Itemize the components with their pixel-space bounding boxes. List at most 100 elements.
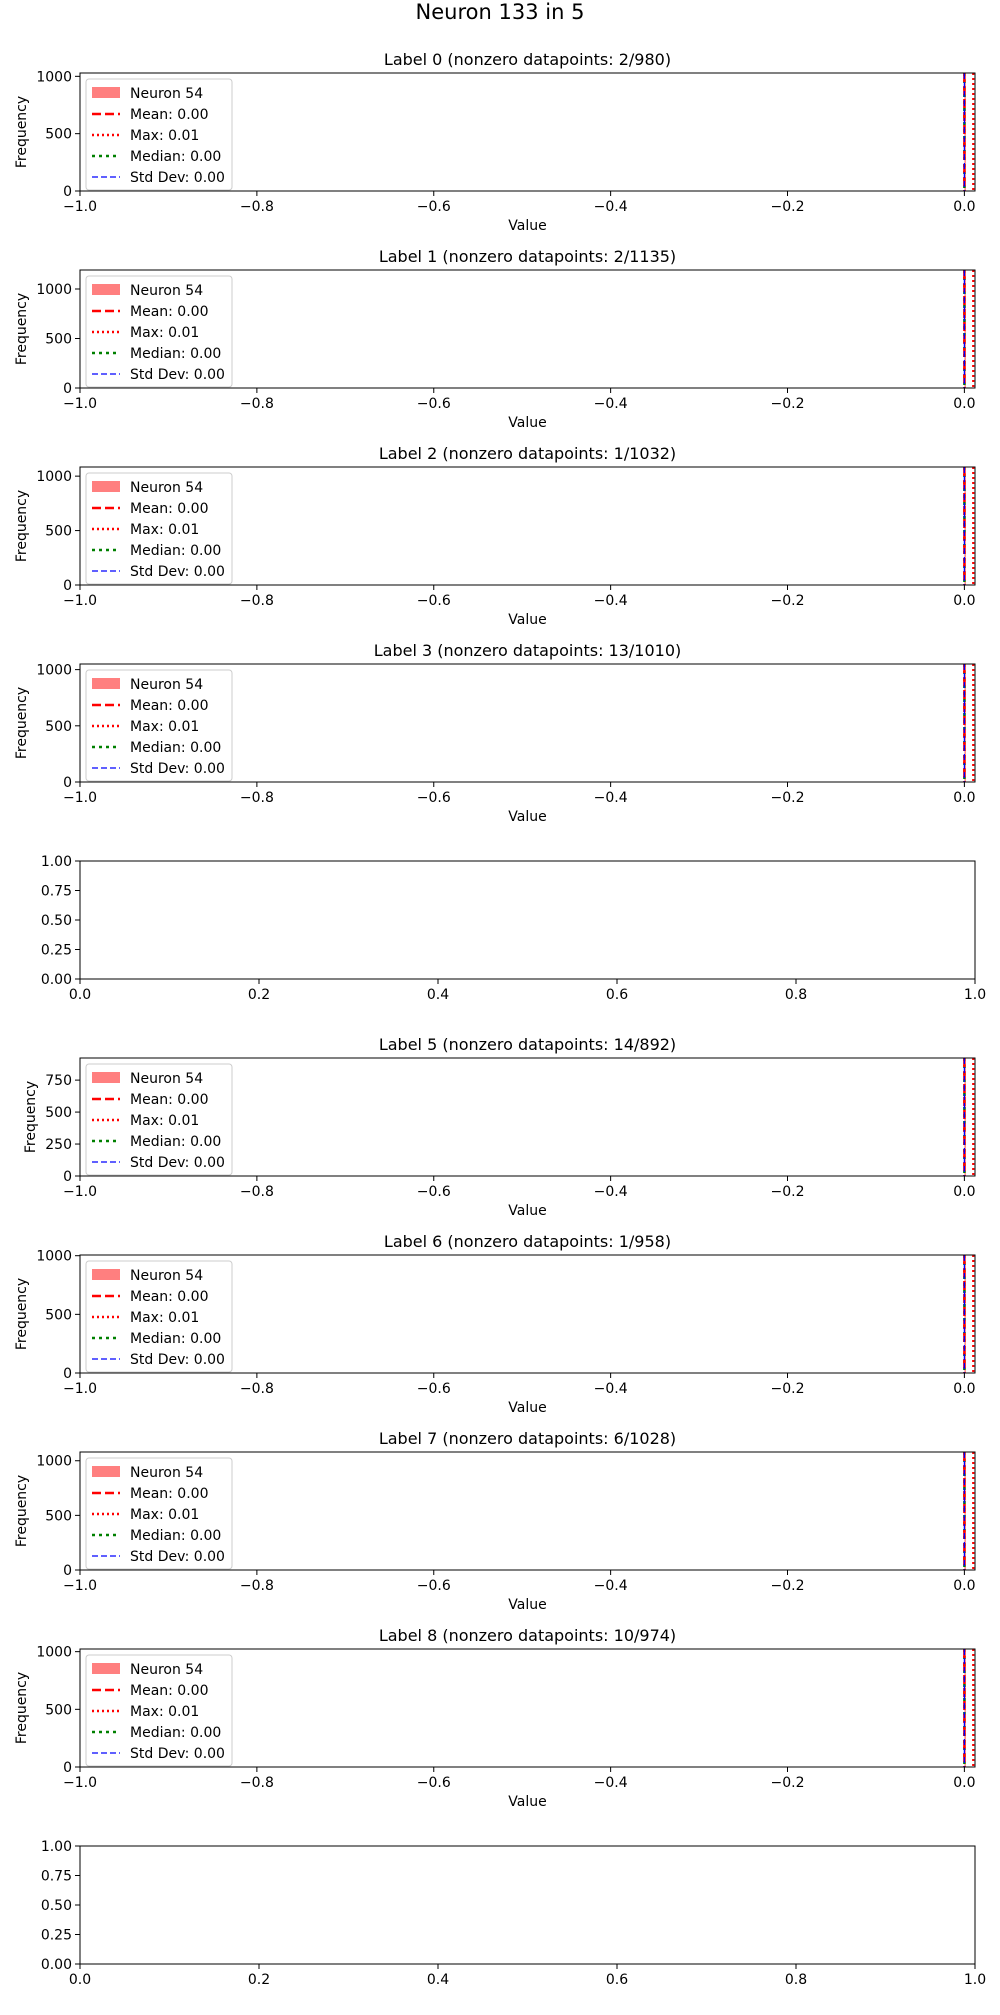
x-axis-label: Value <box>508 1203 546 1219</box>
x-tick-label: −0.2 <box>771 1381 805 1397</box>
x-tick-label: 0.2 <box>248 1972 270 1988</box>
y-tick-label: 0 <box>63 184 72 200</box>
y-axis-label: Frequency <box>14 1278 30 1350</box>
legend-box <box>85 78 233 191</box>
x-tick-label: −0.8 <box>240 1184 274 1200</box>
histogram-bar <box>964 1458 966 1570</box>
legend-label: Median: 0.00 <box>130 149 221 165</box>
x-tick-label: 0.6 <box>606 987 628 1003</box>
legend-label: Std Dev: 0.00 <box>130 1352 225 1368</box>
figure-title: Neuron 133 in 5 <box>415 0 585 24</box>
x-tick-label: 0.2 <box>248 987 270 1003</box>
subplot-4: 0.0 0.2 0.4 0.6 0.8 1.0 0.00 0.25 0.50 0.75 1.00 <box>41 854 986 1003</box>
legend-label: Max: 0.01 <box>130 1507 199 1523</box>
y-axis-label: Frequency <box>23 1081 39 1153</box>
y-tick-label: 500 <box>45 1105 72 1121</box>
x-tick-label: −0.4 <box>594 396 628 412</box>
legend-label: Max: 0.01 <box>130 1113 199 1129</box>
x-axis-label: Value <box>508 1597 546 1613</box>
x-axis-label: Value <box>508 809 546 825</box>
legend-label: Mean: 0.00 <box>130 1289 208 1305</box>
x-tick-label: −0.8 <box>240 1381 274 1397</box>
legend-label: Neuron 54 <box>130 1465 203 1481</box>
subplot-9: 0.0 0.2 0.4 0.6 0.8 1.0 0.00 0.25 0.50 0.75 1.00 <box>41 1839 986 1988</box>
x-tick-label: −0.8 <box>240 199 274 215</box>
x-tick-label: −0.8 <box>240 1775 274 1791</box>
histogram-bar <box>964 1063 966 1176</box>
x-axis-label: Value <box>508 612 546 628</box>
x-tick-label: −0.4 <box>594 790 628 806</box>
y-tick-label: 250 <box>45 1137 72 1153</box>
legend-label: Median: 0.00 <box>130 1134 221 1150</box>
y-axis-label: Frequency <box>14 1672 30 1744</box>
y-tick-label: 0.50 <box>41 913 72 929</box>
y-axis-label: Frequency <box>14 293 30 365</box>
x-tick-label: 0.0 <box>953 199 975 215</box>
subplot-2: −1.0 −0.8 −0.6 −0.4 −0.2 0.0 0 500 1000 Label 2 (… <box>14 444 976 628</box>
x-tick-label: −1.0 <box>63 1578 97 1594</box>
x-tick-label: −1.0 <box>63 790 97 806</box>
x-tick-label: 0.0 <box>953 1775 975 1791</box>
x-tick-label: 0.6 <box>606 1972 628 1988</box>
legend: Neuron 54 Mean: 0.00 Max: 0.01 Median: 0.00… <box>85 1063 233 1176</box>
legend-label: Neuron 54 <box>130 480 203 496</box>
legend: Neuron 54 Mean: 0.00 Max: 0.01 Median: 0.00… <box>85 669 233 782</box>
legend-label: Max: 0.01 <box>130 522 199 538</box>
subplot-title: Label 1 (nonzero datapoints: 2/1135) <box>379 247 676 266</box>
x-tick-label: 1.0 <box>964 987 986 1003</box>
y-tick-label: 500 <box>45 1702 72 1718</box>
legend-box <box>85 1457 233 1570</box>
x-tick-label: 0.8 <box>785 1972 807 1988</box>
legend-box <box>85 1063 233 1176</box>
legend-label: Mean: 0.00 <box>130 1092 208 1108</box>
legend-box <box>85 1260 233 1373</box>
legend-label: Neuron 54 <box>130 1268 203 1284</box>
histogram-bar <box>964 275 966 388</box>
legend-label: Std Dev: 0.00 <box>130 761 225 777</box>
legend-label: Mean: 0.00 <box>130 1486 208 1502</box>
legend-label: Std Dev: 0.00 <box>130 170 225 186</box>
legend-patch-icon <box>92 1269 120 1280</box>
axes-frame <box>79 860 976 980</box>
legend-label: Std Dev: 0.00 <box>130 367 225 383</box>
legend-label: Median: 0.00 <box>130 1725 221 1741</box>
x-tick-label: −0.2 <box>771 1184 805 1200</box>
legend: Neuron 54 Mean: 0.00 Max: 0.01 Median: 0.00… <box>85 472 233 585</box>
subplot-title: Label 6 (nonzero datapoints: 1/958) <box>384 1232 671 1251</box>
x-tick-label: −0.6 <box>417 1578 451 1594</box>
x-tick-label: −0.8 <box>240 1578 274 1594</box>
y-axis-label: Frequency <box>14 490 30 562</box>
legend-patch-icon <box>92 284 120 295</box>
x-tick-label: 0.0 <box>69 1972 91 1988</box>
y-tick-label: 0.75 <box>41 884 72 900</box>
legend: Neuron 54 Mean: 0.00 Max: 0.01 Median: 0.00… <box>85 78 233 191</box>
x-tick-label: −1.0 <box>63 1184 97 1200</box>
y-tick-label: 1000 <box>36 469 72 485</box>
legend-label: Median: 0.00 <box>130 1331 221 1347</box>
y-tick-label: 1000 <box>36 663 72 679</box>
x-tick-label: −0.6 <box>417 790 451 806</box>
subplot-title: Label 2 (nonzero datapoints: 1/1032) <box>379 444 676 463</box>
x-tick-label: −0.2 <box>771 593 805 609</box>
legend: Neuron 54 Mean: 0.00 Max: 0.01 Median: 0.00… <box>85 275 233 388</box>
legend-label: Median: 0.00 <box>130 1528 221 1544</box>
y-tick-label: 500 <box>45 1508 72 1524</box>
x-tick-label: −0.6 <box>417 1381 451 1397</box>
x-tick-label: −0.4 <box>594 1775 628 1791</box>
histogram-bar <box>964 1655 966 1767</box>
legend: Neuron 54 Mean: 0.00 Max: 0.01 Median: 0.00… <box>85 1260 233 1373</box>
y-tick-label: 0.00 <box>41 1957 72 1973</box>
x-tick-label: −0.6 <box>417 1184 451 1200</box>
y-tick-label: 1000 <box>36 282 72 298</box>
subplot-title: Label 7 (nonzero datapoints: 6/1028) <box>379 1429 676 1448</box>
legend-label: Mean: 0.00 <box>130 1683 208 1699</box>
legend: Neuron 54 Mean: 0.00 Max: 0.01 Median: 0.00… <box>85 1654 233 1767</box>
legend-label: Std Dev: 0.00 <box>130 1746 225 1762</box>
x-tick-label: 0.4 <box>427 1972 449 1988</box>
subplot-title: Label 0 (nonzero datapoints: 2/980) <box>384 50 671 69</box>
x-tick-label: 0.4 <box>427 987 449 1003</box>
y-tick-label: 0 <box>63 1760 72 1776</box>
legend-label: Max: 0.01 <box>130 1310 199 1326</box>
y-tick-label: 1000 <box>36 69 72 85</box>
